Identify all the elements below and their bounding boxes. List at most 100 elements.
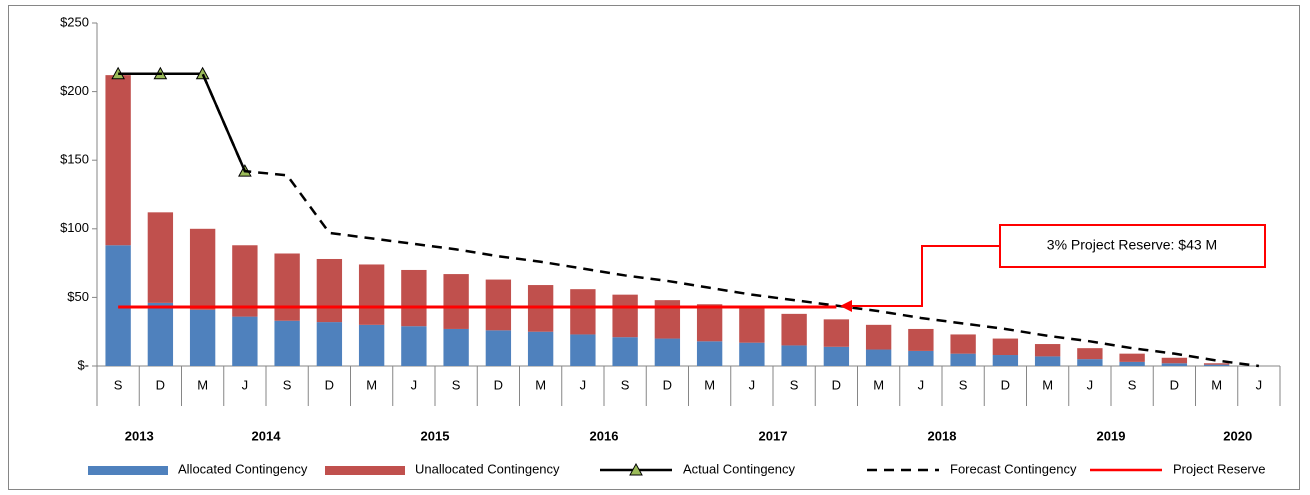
y-tick-label: $150: [60, 152, 89, 167]
bar-segment: [1034, 344, 1061, 357]
x-tick-label: J: [580, 377, 587, 392]
y-tick-label: $50: [67, 289, 89, 304]
bar-segment: [485, 279, 512, 331]
line-marker: [195, 66, 210, 80]
bar-segment: [274, 320, 300, 366]
y-tick-label: $-: [77, 357, 89, 372]
year-label: 2017: [759, 428, 788, 443]
x-tick-label: S: [452, 377, 461, 392]
annotation: 3% Project Reserve: $43 M: [840, 224, 1266, 312]
bar-segment: [232, 245, 258, 317]
legend-marker: [629, 462, 643, 476]
x-tick-label: D: [663, 377, 672, 392]
year-label: 2020: [1223, 428, 1252, 443]
bar-segment: [316, 322, 343, 366]
bar-segment: [781, 313, 807, 346]
x-tick-label: M: [1211, 377, 1222, 392]
x-tick-label: D: [325, 377, 334, 392]
x-tick-label: J: [1087, 377, 1094, 392]
bar-segment: [696, 304, 723, 342]
legend-label: Forecast Contingency: [950, 461, 1077, 476]
x-tick-label: D: [1170, 377, 1179, 392]
legend-swatch: [88, 466, 168, 475]
bar-segment: [823, 346, 850, 366]
x-tick-label: S: [283, 377, 292, 392]
bar-segment: [274, 253, 300, 321]
annotation-arrow: [848, 245, 1000, 307]
bar-segment: [908, 350, 934, 366]
bar-segment: [570, 289, 596, 335]
bar-segment: [739, 307, 765, 343]
annotation-text: 3% Project Reserve: $43 M: [1047, 237, 1217, 253]
x-tick-label: D: [494, 377, 503, 392]
year-label: 2016: [590, 428, 619, 443]
annotation-box: [999, 224, 1266, 268]
bar-segment: [696, 341, 723, 366]
x-tick-label: J: [242, 377, 249, 392]
bar-segment: [1203, 363, 1230, 365]
bar-segment: [950, 334, 976, 354]
y-tick-label: $100: [60, 220, 89, 235]
line: [118, 72, 1260, 368]
x-tick-label: D: [156, 377, 165, 392]
x-tick-label: M: [366, 377, 377, 392]
bar-segment: [1034, 356, 1061, 366]
bar-segment: [189, 309, 216, 366]
bar-segment: [1203, 364, 1230, 366]
x-tick-label: S: [1128, 377, 1137, 392]
x-tick-label: M: [704, 377, 715, 392]
x-tick-label: J: [749, 377, 756, 392]
bar-segment: [992, 355, 1019, 366]
year-label: 2013: [125, 428, 154, 443]
x-tick-label: J: [918, 377, 925, 392]
bar-segment: [823, 319, 850, 347]
bar-segment: [612, 337, 638, 366]
bar-segment: [1119, 361, 1145, 366]
bar-segment: [443, 274, 469, 329]
x-tick-label: S: [790, 377, 799, 392]
year-label: 2014: [252, 428, 282, 443]
x-tick-label: S: [114, 377, 123, 392]
bar-segment: [865, 349, 892, 366]
bar-segment: [865, 324, 892, 350]
bar-segment: [612, 294, 638, 338]
bar-segment: [739, 342, 765, 366]
y-tick-label: $250: [60, 14, 89, 29]
bar-segment: [401, 326, 427, 366]
bar-segment: [358, 264, 385, 325]
bar-segment: [485, 330, 512, 366]
year-label: 2015: [421, 428, 450, 443]
bar-segment: [358, 324, 385, 366]
legend-swatch: [325, 466, 405, 475]
bar-segment: [316, 258, 343, 323]
legend-label: Allocated Contingency: [178, 461, 308, 476]
bar-segment: [232, 316, 258, 366]
bar-segment: [992, 338, 1019, 356]
bar-segment: [443, 328, 469, 366]
bar-segment: [1119, 353, 1145, 362]
bar-segment: [147, 302, 174, 366]
x-tick-label: M: [873, 377, 884, 392]
x-tick-label: S: [621, 377, 630, 392]
x-tick-label: J: [1256, 377, 1263, 392]
legend-label: Actual Contingency: [683, 461, 796, 476]
arrow-head: [840, 300, 852, 312]
bar-segment: [908, 328, 934, 351]
bar-segment: [401, 269, 427, 327]
bar-segment: [1161, 363, 1188, 366]
x-tick-label: S: [959, 377, 968, 392]
x-tick-label: M: [535, 377, 546, 392]
year-label: 2019: [1097, 428, 1126, 443]
bar-segment: [781, 345, 807, 366]
bar-segment: [570, 334, 596, 366]
bar-segment: [147, 212, 174, 303]
bar-segment: [1077, 359, 1103, 366]
x-tick-label: D: [832, 377, 841, 392]
legend-label: Unallocated Contingency: [415, 461, 560, 476]
x-tick-label: M: [197, 377, 208, 392]
y-tick-label: $200: [60, 83, 89, 98]
x-tick-label: J: [411, 377, 418, 392]
year-label: 2018: [928, 428, 957, 443]
bar-segment: [105, 75, 131, 246]
